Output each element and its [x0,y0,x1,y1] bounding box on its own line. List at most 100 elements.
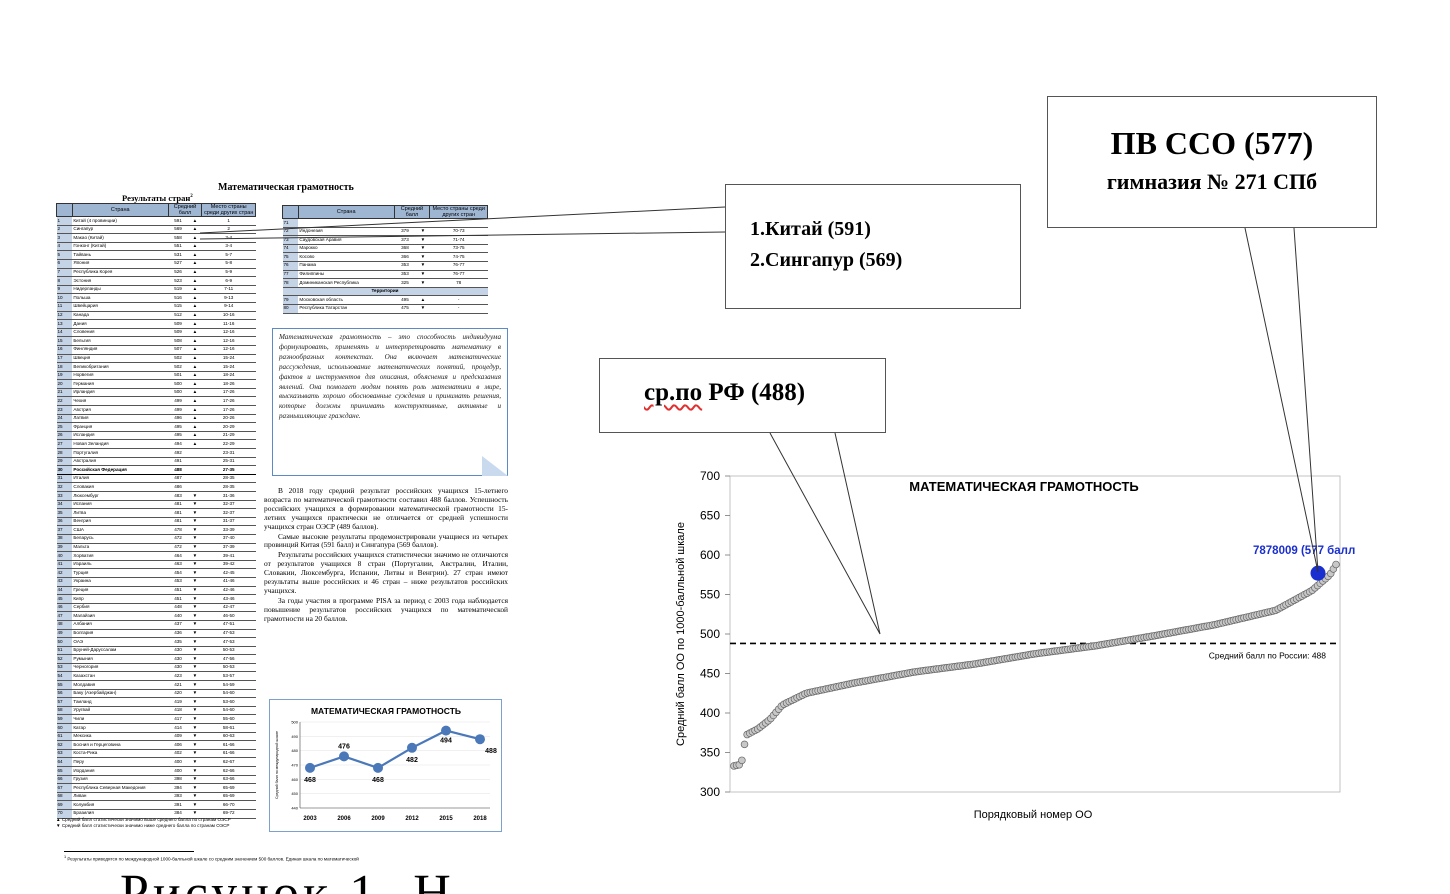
x-tick-label: 2003 [303,816,317,822]
row-number: 55 [56,680,73,690]
place-range: 33-39 [201,525,256,535]
country-name: Саудовская Аравия [298,235,394,245]
country-name: Албания [72,620,169,630]
definition-box: Математическая грамотность – это способн… [272,328,508,476]
significance-arrow [187,482,202,492]
table-row: 52 Румыния 430 ▼ 47-56 [56,654,256,664]
row-number: 79 [282,295,299,305]
table-row: 65 Иордания 400 ▼ 62-66 [56,766,256,776]
chart-title: МАТЕМАТИЧЕСКАЯ ГРАМОТНОСТЬ [311,706,461,716]
place-range: 31-36 [201,491,256,501]
row-number: 32 [56,482,73,492]
country-name: Чили [72,714,169,725]
score-value: 502 [168,354,188,364]
country-name: США [72,525,169,535]
significance-arrow: ▲ [187,405,202,415]
significance-arrow: ▲ [187,268,202,278]
row-number: 41 [56,560,73,570]
country-name: Украина [72,577,169,587]
school-name: гимназия № 271 СПб [1106,169,1318,194]
place-range: 42-46 [201,586,256,596]
significance-arrow: ▼ [187,594,202,604]
place-range: 47-51 [201,620,256,630]
column-header-score: Средний балл [167,203,203,217]
place-range: 12-16 [201,345,256,355]
row-number: 29 [56,457,73,467]
score-value: 500 [168,388,188,398]
country-name: Московская область [298,295,394,305]
row-number: 48 [56,620,73,630]
place-range: 3-4 [201,242,256,252]
significance-arrow [415,218,430,228]
row-number: 57 [56,697,73,707]
top-countries-callout: 1.Китай (591) 2.Сингапур (569) [725,184,1021,309]
table-row: 2 Сингапур 569 ▲ 2 [56,225,256,235]
country-name: Италия [72,474,169,484]
place-range: 42-45 [201,568,256,578]
table-row: 13 Дания 509 ▲ 11-16 [56,319,256,329]
table-row: 20 Германия 500 ▲ 18-26 [56,379,256,389]
russia-average-callout: ср.по РФ (488) [599,358,886,433]
country-name: Хорватия [72,551,169,561]
y-axis-label: Средний балл по международной шкале [275,731,279,799]
table-row: 34 Испания 481 ▼ 32-37 [56,500,256,510]
significance-arrow: ▼ [187,783,202,793]
significance-arrow: ▼ [187,775,202,785]
country-name: Черногория [72,663,169,673]
place-range: 21-29 [201,431,256,441]
country-name: Болгария [72,629,169,639]
score-value: 496 [168,414,188,424]
score-value: 501 [168,371,188,381]
significance-arrow: ▼ [187,671,202,682]
significance-arrow: ▲ [187,336,202,346]
table-notes: ▲ Средний балл статистически значимо выш… [56,817,256,828]
column-header-country: Страна [297,205,395,219]
table-row: 29 Австралия 491 25-31 [56,457,256,467]
row-number: 61 [56,732,73,742]
table-row: 58 Уругвай 418 ▼ 54-60 [56,706,256,716]
score-value: 379 [394,227,416,237]
country-name: Чехия [72,396,169,407]
score-value: 526 [168,268,188,278]
place-range: 37-40 [201,534,256,544]
place-range: 46-50 [201,611,256,621]
table-row: 48 Албания 437 ▼ 47-51 [56,620,256,630]
score-value: 483 [168,491,188,501]
table-row: 75 Косово 366 ▼ 74-75 [282,252,488,262]
country-name: Новая Зеландия [72,439,169,450]
table-row: 66 Грузия 398 ▼ 63-66 [56,775,256,785]
row-number: 10 [56,293,73,303]
place-range: 73-75 [429,244,488,254]
place-range: 65-69 [201,783,256,793]
row-number: 50 [56,637,73,647]
score-value: 417 [168,714,188,725]
country-name: Канада [72,311,169,321]
place-range: 50-53 [201,663,256,673]
row-number: 76 [282,261,299,271]
score-value: 366 [394,252,416,262]
country-name: Баку (Азербайджан) [72,689,169,699]
significance-arrow: ▼ [187,517,202,527]
significance-arrow: ▲ [187,328,202,338]
significance-arrow [187,457,202,467]
significance-arrow: ▼ [187,706,202,716]
table-row: 77 Филиппины 353 ▼ 76-77 [282,270,488,280]
score-value: 454 [168,568,188,578]
significance-arrow: ▲ [187,242,202,252]
row-number: 71 [282,218,299,228]
table-row: 36 Венгрия 481 ▼ 31-37 [56,517,256,527]
table-row: 27 Новая Зеландия 494 ▲ 22-29 [56,439,256,450]
country-name: Мексика [72,732,169,742]
score-value: 507 [168,345,188,355]
country-name: Уругвай [72,706,169,716]
table-row: 46 Сербия 448 ▼ 42-47 [56,603,256,613]
table-row: 41 Израиль 463 ▼ 39-42 [56,560,256,570]
table-row: 76 Панама 353 ▼ 76-77 [282,261,488,271]
row-number: 46 [56,603,73,613]
table-row: 71 [282,218,488,228]
country-name: Венгрия [72,517,169,527]
row-number: 16 [56,345,73,355]
row-number: 58 [56,706,73,716]
significance-arrow: ▲ [187,354,202,364]
row-number: 23 [56,405,73,415]
